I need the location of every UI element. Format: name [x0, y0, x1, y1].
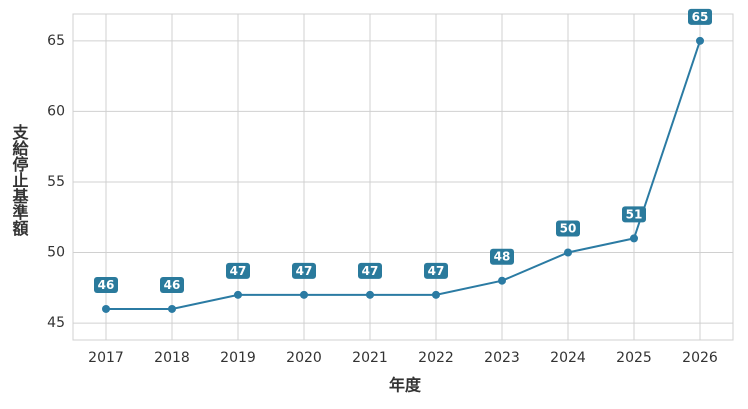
data-label-box	[160, 276, 184, 293]
x-tick-label: 2019	[220, 350, 256, 366]
data-label-text: 47	[296, 264, 313, 278]
data-label-box	[226, 262, 250, 279]
point	[234, 290, 242, 299]
point	[102, 304, 110, 313]
y-tick-label: 45	[47, 315, 65, 331]
point	[498, 276, 506, 285]
x-tick-label: 2023	[484, 350, 520, 366]
data-label: 47	[226, 262, 250, 279]
data-label-box	[424, 262, 448, 279]
point	[696, 36, 704, 45]
point	[564, 248, 572, 257]
data-label: 48	[490, 248, 514, 265]
x-axis-label: 年度	[389, 376, 422, 395]
data-label-text: 47	[428, 264, 445, 278]
data-label: 65	[688, 8, 712, 25]
data-label: 50	[556, 220, 580, 237]
data-label-box	[490, 248, 514, 265]
point	[300, 290, 308, 299]
point	[432, 290, 440, 299]
data-label: 47	[424, 262, 448, 279]
x-tick-label: 2020	[286, 350, 322, 366]
y-tick-label: 65	[47, 33, 65, 49]
plot-border	[72, 13, 734, 341]
data-label: 46	[94, 276, 118, 293]
data-label-text: 47	[362, 264, 379, 278]
x-tick-label: 2021	[352, 350, 388, 366]
data-label: 51	[622, 206, 646, 223]
x-tick-label: 2017	[88, 350, 124, 366]
data-label-box	[556, 220, 580, 237]
point	[168, 304, 176, 313]
data-label-box	[94, 276, 118, 293]
x-tick-label: 2026	[682, 350, 718, 366]
data-label-text: 48	[494, 250, 511, 264]
data-label: 46	[160, 276, 184, 293]
data-label-text: 50	[560, 222, 577, 236]
data-label: 47	[358, 262, 382, 279]
data-label-text: 51	[626, 207, 643, 221]
y-tick-label: 50	[47, 245, 65, 261]
x-tick-label: 2022	[418, 350, 454, 366]
data-label: 47	[292, 262, 316, 279]
line	[106, 40, 701, 310]
x-tick-label: 2024	[550, 350, 586, 366]
y-axis-label: 支給停止基準額	[10, 123, 30, 237]
data-label-box	[688, 8, 712, 25]
point	[366, 290, 374, 299]
y-tick-label: 60	[47, 103, 65, 119]
x-tick-label: 2018	[154, 350, 190, 366]
data-label-text: 47	[230, 264, 247, 278]
data-label-box	[622, 206, 646, 223]
data-label-text: 46	[164, 278, 181, 292]
point	[630, 234, 638, 243]
data-label-text: 65	[692, 10, 709, 24]
data-label-box	[292, 262, 316, 279]
data-label-text: 46	[98, 278, 115, 292]
x-tick-label: 2025	[616, 350, 652, 366]
data-label-box	[358, 262, 382, 279]
y-tick-label: 55	[47, 174, 65, 190]
